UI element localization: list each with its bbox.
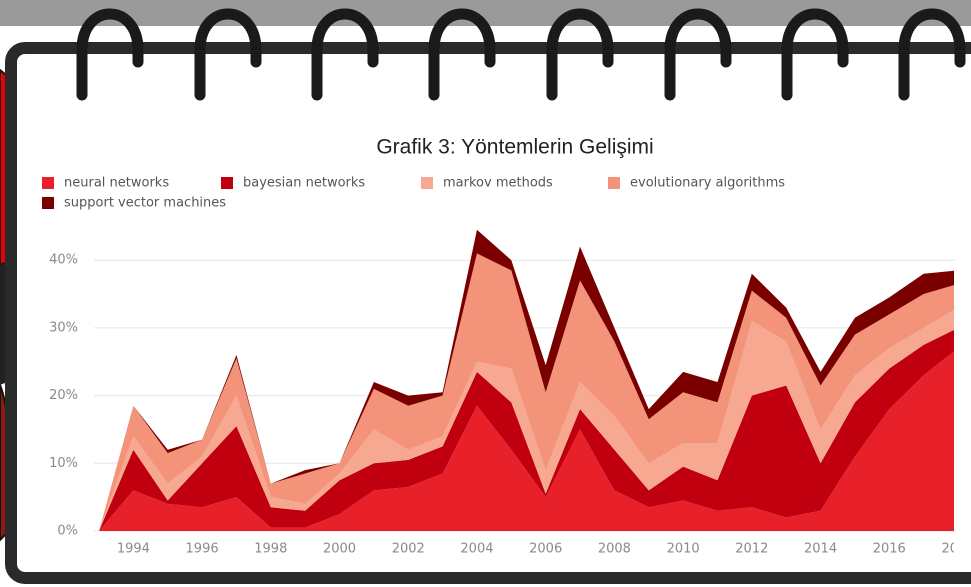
area: [99, 253, 954, 531]
legend-swatch: [221, 177, 233, 189]
x-tick-label: 2016: [873, 542, 906, 557]
chart-title: Grafik 3: Yöntemlerin Gelişimi: [376, 136, 653, 159]
ring: [546, 8, 614, 101]
x-tick-label: 2008: [598, 542, 631, 557]
x-tick-label: 1996: [186, 542, 219, 557]
x-tick-label: 1998: [254, 542, 287, 557]
y-tick-label: 0%: [57, 524, 78, 539]
ring: [781, 8, 849, 101]
y-tick-label: 10%: [49, 456, 78, 471]
ring: [194, 8, 262, 101]
legend-swatch: [42, 177, 54, 189]
legend-swatch: [421, 177, 433, 189]
ring: [664, 8, 732, 101]
x-tick-label: 2010: [667, 542, 700, 557]
y-tick-label: 30%: [49, 320, 78, 335]
legend-label: markov methods: [443, 176, 553, 191]
legend-label: support vector machines: [64, 196, 226, 211]
area: [99, 309, 954, 531]
legend-swatch: [42, 197, 54, 209]
x-tick-label: 2006: [529, 542, 562, 557]
x-tick-label: 2018: [941, 542, 971, 557]
x-tick-label: 2014: [804, 542, 837, 557]
x-tick-label: 2002: [392, 542, 425, 557]
y-tick-label: 20%: [49, 388, 78, 403]
x-tick-label: 1994: [117, 542, 150, 557]
legend-label: neural networks: [64, 176, 169, 191]
ring: [898, 8, 966, 101]
legend-swatch: [608, 177, 620, 189]
ring: [311, 8, 379, 101]
legend-label: bayesian networks: [243, 176, 365, 191]
area: [99, 351, 954, 531]
spiral-rings: [76, 8, 966, 101]
y-tick-label: 40%: [49, 253, 78, 268]
legend-label: evolutionary algorithms: [630, 176, 785, 191]
x-tick-label: 2012: [735, 542, 768, 557]
ring: [428, 8, 496, 101]
x-tick-label: 2000: [323, 542, 356, 557]
x-tick-label: 2004: [460, 542, 493, 557]
area: [99, 329, 954, 531]
ring: [76, 8, 144, 101]
